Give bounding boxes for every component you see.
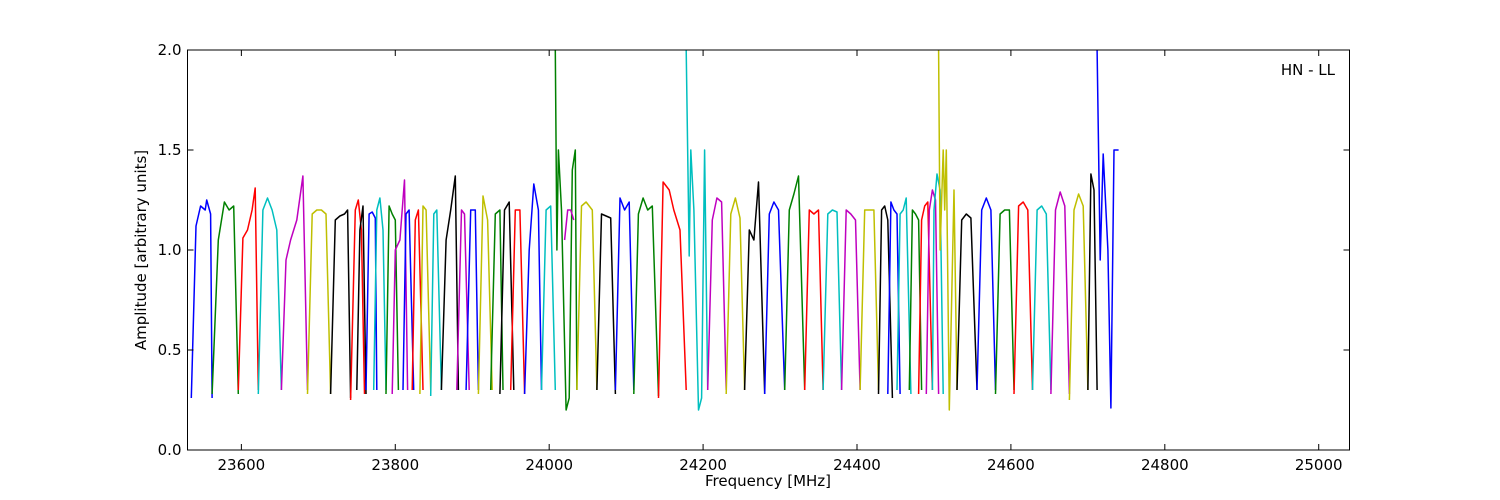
series-line-15	[419, 205, 432, 395]
series-line-37	[763, 201, 786, 395]
series-line-58	[1087, 173, 1098, 391]
series-line-24	[523, 183, 543, 395]
series-group	[190, 49, 1119, 411]
series-line-45	[896, 197, 912, 395]
series-line-48	[925, 189, 940, 395]
series-line-57	[1068, 193, 1089, 401]
y-tick-label: 0.0	[158, 441, 182, 459]
series-line-2	[237, 187, 260, 391]
series-line-6	[329, 209, 352, 399]
series-line-52	[976, 197, 997, 391]
series-line-4	[280, 175, 309, 391]
series-line-19	[465, 209, 480, 391]
x-tick-label: 24800	[1141, 456, 1189, 474]
series-line-3	[257, 197, 283, 395]
series-line-38	[783, 175, 806, 391]
series-line-35	[725, 197, 746, 395]
series-line-59	[1096, 49, 1119, 409]
series-line-42	[859, 209, 880, 391]
x-tick-label: 24200	[679, 456, 727, 474]
x-axis-label: Frequency [MHz]	[705, 472, 831, 490]
series-line-7	[349, 199, 366, 401]
series-line-33	[685, 49, 709, 411]
series-line-5	[306, 209, 332, 395]
series-line-53	[994, 209, 1015, 395]
series-line-56	[1050, 191, 1071, 395]
series-line-8	[356, 205, 367, 395]
x-tick-label: 24000	[525, 456, 573, 474]
x-tick-label: 25000	[1295, 456, 1343, 474]
series-line-11	[385, 205, 400, 395]
series-line-27	[563, 209, 575, 241]
series-line-23	[509, 209, 526, 395]
series-line-25	[540, 205, 557, 391]
series-line-40	[822, 209, 843, 391]
series-line-44	[887, 201, 901, 395]
series-line-1	[211, 201, 240, 395]
y-tick-label: 2.0	[158, 41, 182, 59]
x-tick-label: 23600	[218, 456, 266, 474]
series-line-18	[456, 209, 470, 391]
y-axis-label: Amplitude [arbitrary units]	[132, 150, 150, 350]
series-line-51	[956, 213, 978, 391]
series-line-28	[576, 201, 598, 391]
series-line-30	[614, 197, 635, 391]
series-line-47	[917, 201, 934, 395]
series-line-22	[499, 201, 515, 395]
plot-annotation: HN - LL	[1281, 61, 1336, 79]
x-tick-label: 24600	[987, 456, 1035, 474]
series-line-46	[908, 209, 923, 391]
series-line-21	[489, 209, 504, 391]
series-line-34	[706, 197, 727, 391]
y-tick-label: 1.0	[158, 241, 182, 259]
y-axis-ticks: 0.0 0.5 1.0 1.5 2.0	[158, 41, 1350, 459]
series-line-54	[1013, 201, 1034, 395]
series-line-55	[1031, 205, 1052, 391]
x-tick-label: 23800	[371, 456, 419, 474]
series-line-13	[402, 209, 415, 391]
series-line-41	[840, 209, 861, 391]
series-line-32	[657, 181, 687, 399]
series-line-39	[803, 209, 824, 391]
x-axis-ticks: 23600 23800 24000 24200 24400 24600 24800 25000	[218, 50, 1343, 474]
series-line-16	[429, 209, 443, 397]
series-line-49	[931, 173, 944, 395]
series-line-36	[743, 181, 766, 395]
series-line-20	[477, 195, 493, 395]
series-line-17	[440, 175, 460, 391]
series-line-26	[554, 49, 578, 411]
y-tick-label: 0.5	[158, 341, 182, 359]
series-line-31	[633, 197, 660, 397]
series-line-29	[596, 213, 617, 395]
series-line-0	[190, 199, 213, 399]
series-line-50	[937, 49, 958, 411]
x-tick-label: 24400	[833, 456, 881, 474]
series-line-10	[372, 197, 387, 391]
y-tick-label: 1.5	[158, 141, 182, 159]
